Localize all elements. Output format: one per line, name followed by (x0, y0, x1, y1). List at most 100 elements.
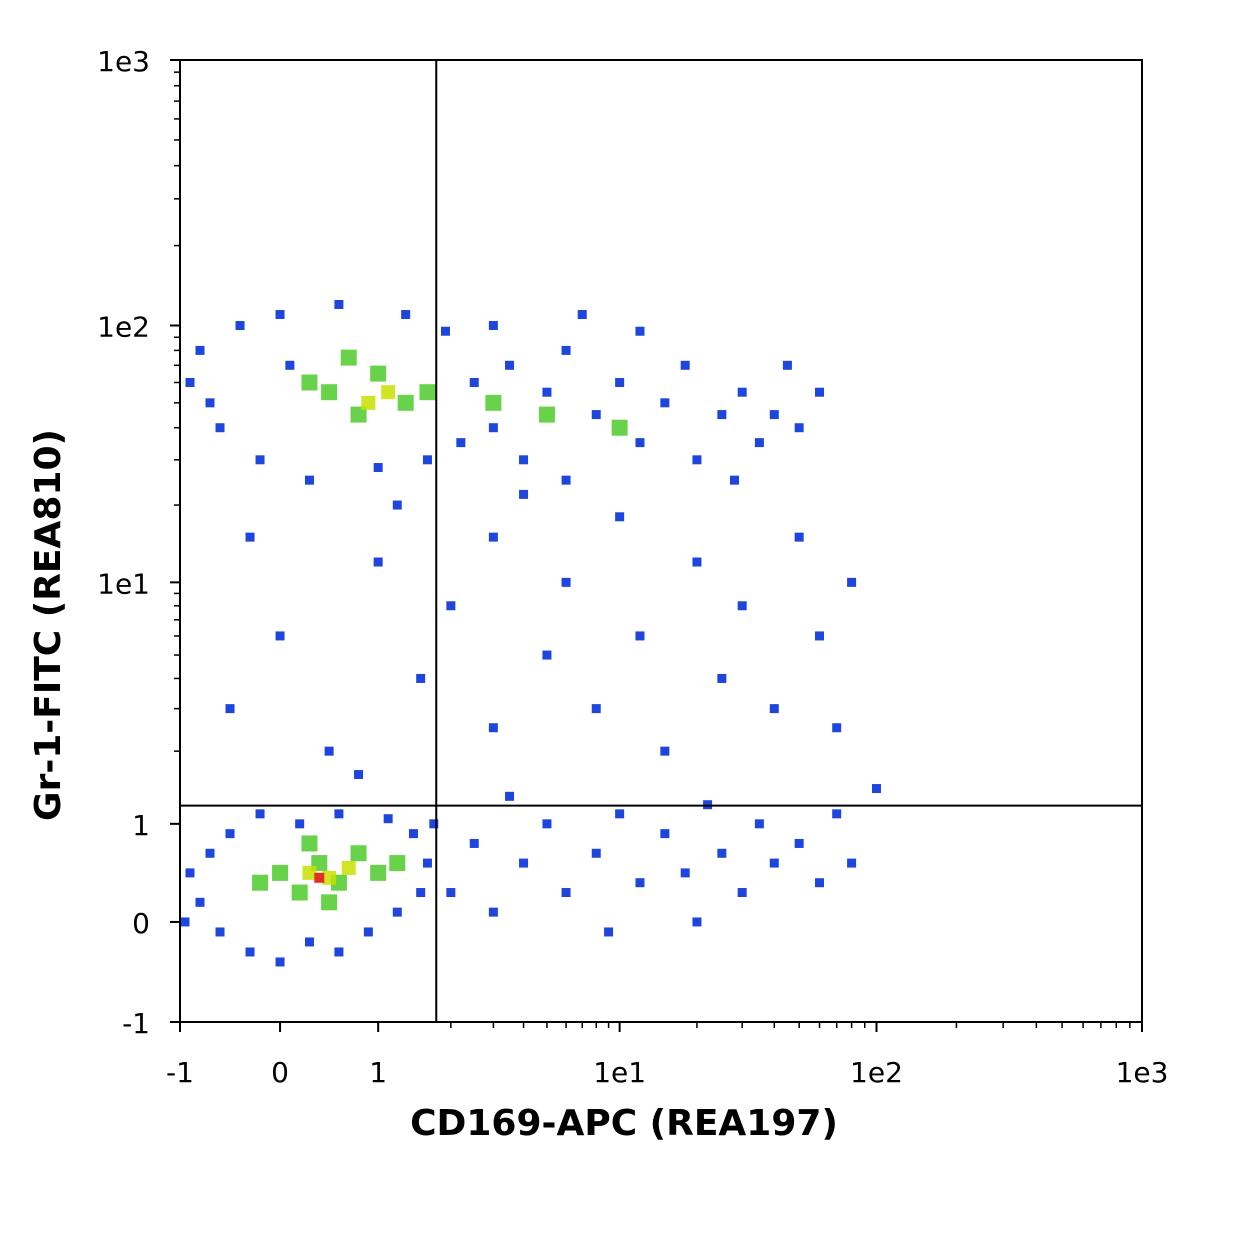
data-point (769, 410, 779, 420)
data-point (847, 577, 857, 587)
data-point (615, 377, 625, 387)
data-point (754, 438, 764, 448)
data-point (615, 809, 625, 819)
y-tick-label: 1 (132, 809, 150, 842)
data-point (794, 532, 804, 542)
data-point (485, 394, 502, 411)
data-point (429, 819, 439, 829)
data-point (215, 927, 225, 937)
data-point (815, 631, 825, 641)
data-point (488, 723, 498, 733)
data-point (769, 704, 779, 714)
data-point (302, 865, 317, 880)
data-point (419, 384, 436, 401)
data-point (225, 704, 235, 714)
data-point (635, 631, 645, 641)
data-point (692, 455, 702, 465)
data-point (225, 829, 235, 839)
data-point (401, 310, 411, 320)
data-point (321, 894, 338, 911)
x-axis-title: CD169-APC (REA197) (410, 1103, 838, 1144)
data-point (373, 463, 383, 473)
data-point (611, 419, 628, 436)
data-point (322, 870, 337, 885)
y-tick-label: 1e3 (97, 45, 150, 78)
data-point (542, 650, 552, 660)
data-point (488, 423, 498, 433)
data-point (769, 858, 779, 868)
data-point (304, 475, 314, 485)
y-tick-label: 1e2 (97, 311, 150, 344)
data-point (416, 673, 426, 683)
data-point (591, 704, 601, 714)
data-point (832, 723, 842, 733)
data-point (381, 385, 396, 400)
data-point (275, 957, 285, 967)
data-point (334, 299, 344, 309)
data-point (272, 864, 289, 881)
data-point (180, 917, 190, 927)
data-point (370, 864, 387, 881)
data-point (717, 848, 727, 858)
data-point (561, 345, 571, 355)
data-point (321, 384, 338, 401)
data-point (488, 532, 498, 542)
data-point (660, 746, 670, 756)
y-tick-label: 0 (132, 907, 150, 940)
data-point (275, 631, 285, 641)
data-point (469, 377, 479, 387)
data-point (446, 601, 456, 611)
data-point (488, 907, 498, 917)
data-point (680, 868, 690, 878)
data-point (205, 398, 215, 408)
data-point (561, 475, 571, 485)
data-point (185, 377, 195, 387)
data-point (469, 838, 479, 848)
data-point (815, 387, 825, 397)
data-point (324, 746, 334, 756)
data-point (591, 848, 601, 858)
data-point (392, 500, 402, 510)
data-point (295, 819, 305, 829)
y-tick-label: 1e1 (97, 567, 150, 600)
data-point (255, 455, 265, 465)
data-point (542, 387, 552, 397)
x-tick-label: 1e1 (593, 1056, 646, 1089)
data-point (301, 374, 318, 391)
data-point (275, 310, 285, 320)
data-point (737, 601, 747, 611)
data-point (505, 791, 515, 801)
data-point (354, 770, 364, 780)
data-point (519, 858, 529, 868)
data-point (635, 438, 645, 448)
data-point (440, 326, 450, 336)
data-point (422, 455, 432, 465)
data-point (794, 838, 804, 848)
y-axis-title: Gr-1-FITC (REA810) (28, 429, 69, 821)
data-point (383, 814, 393, 824)
data-point (446, 888, 456, 898)
data-point (373, 557, 383, 567)
data-point (363, 927, 373, 937)
data-point (185, 868, 195, 878)
data-point (692, 917, 702, 927)
data-point (538, 406, 555, 423)
x-tick-label: -1 (166, 1056, 194, 1089)
data-point (847, 858, 857, 868)
data-point (615, 512, 625, 522)
data-point (252, 874, 269, 891)
data-point (737, 387, 747, 397)
data-point (350, 406, 367, 423)
data-point (397, 394, 414, 411)
data-point (782, 360, 792, 370)
data-point (680, 360, 690, 370)
data-point (635, 326, 645, 336)
data-point (389, 855, 406, 872)
data-point (871, 784, 881, 794)
data-point (692, 557, 702, 567)
data-point (577, 310, 587, 320)
x-tick-label: 1e3 (1116, 1056, 1169, 1089)
data-point (314, 872, 325, 883)
data-point (794, 423, 804, 433)
